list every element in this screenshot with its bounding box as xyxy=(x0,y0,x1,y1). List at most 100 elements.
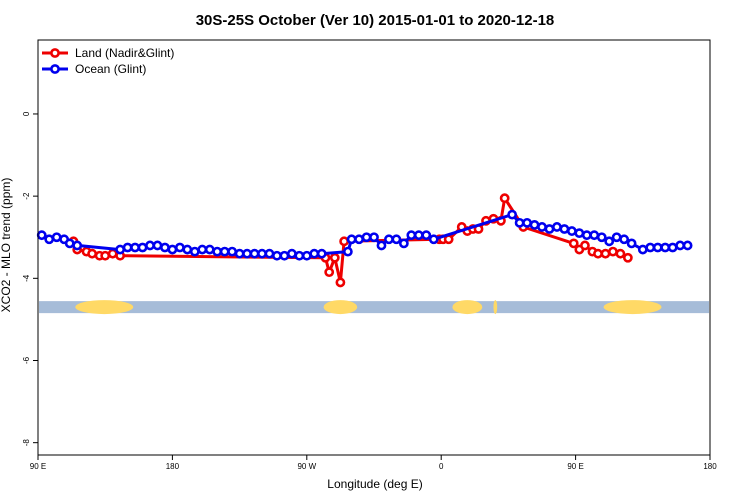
series-1-point xyxy=(189,246,200,257)
land-segment-1 xyxy=(323,300,358,315)
series-1-point xyxy=(574,228,585,239)
land-ocean-strip xyxy=(39,300,709,315)
land-segment-0 xyxy=(75,300,134,315)
series-1-point xyxy=(529,220,540,230)
x-tick-label: 180 xyxy=(703,462,717,471)
series-1-point xyxy=(115,244,126,255)
series-1-point xyxy=(234,248,245,259)
legend-swatch-point xyxy=(50,48,60,58)
chart-title: 30S-25S October (Ver 10) 2015-01-01 to 2… xyxy=(196,12,555,29)
series-1-point xyxy=(212,246,223,257)
series-1-point xyxy=(44,234,55,245)
x-axis-label: Longitude (deg E) xyxy=(327,477,422,491)
series-0-point xyxy=(615,248,626,259)
series-1-point xyxy=(145,240,155,251)
series-0-point xyxy=(499,193,510,204)
series-0-point xyxy=(593,248,603,259)
series-0-point xyxy=(107,248,118,259)
land-segment-2 xyxy=(452,300,483,315)
series-1-point xyxy=(264,248,275,259)
series-1-point xyxy=(682,240,693,251)
series-1-point xyxy=(522,217,532,228)
y-tick-label: -8 xyxy=(22,439,31,447)
series-1-point xyxy=(301,250,312,261)
series-1-point xyxy=(604,236,615,247)
series-1-point xyxy=(197,244,208,255)
series-1-point xyxy=(122,242,133,253)
series-1-point xyxy=(566,226,577,236)
series-1-point xyxy=(72,240,83,251)
series-1-point xyxy=(667,242,678,253)
series-0-point xyxy=(87,248,98,259)
axes: 90 E 180 90 W 0 90 E 180 0 -2 -4 -6 -8 xyxy=(22,39,717,471)
y-tick-label: -4 xyxy=(22,274,31,282)
series-1-point xyxy=(64,238,75,249)
series-0-point xyxy=(100,250,111,261)
y-tick-label: 0 xyxy=(22,111,31,116)
series-layer xyxy=(36,193,693,288)
series-1-point xyxy=(596,232,607,243)
series-1-point xyxy=(227,246,238,257)
series-1-point xyxy=(559,224,570,234)
series-1-point xyxy=(421,230,432,241)
series-1-point xyxy=(626,238,637,249)
series-1-point xyxy=(552,222,562,232)
series-1-point xyxy=(428,234,439,245)
series-1-point xyxy=(406,230,417,241)
series-1-point xyxy=(242,248,252,259)
series-1-point xyxy=(619,234,630,245)
series-0-point xyxy=(568,238,579,249)
series-1-point xyxy=(286,248,297,259)
series-0-point xyxy=(329,252,340,263)
series-1-point xyxy=(51,232,62,243)
series-1-point xyxy=(294,250,305,261)
series-1-point xyxy=(160,242,170,253)
series-1-point xyxy=(354,234,364,245)
series-1-point xyxy=(137,242,148,253)
series-1-point xyxy=(182,244,193,255)
land-segment-3 xyxy=(493,300,498,315)
x-tick-label: 90 W xyxy=(297,462,316,471)
series-1-point xyxy=(152,240,163,251)
legend: Land (Nadir&Glint) Ocean (Glint) xyxy=(42,46,174,76)
y-axis-label: XCO2 - MLO trend (ppm) xyxy=(0,178,13,313)
series-1-point xyxy=(611,232,622,243)
x-tick-label: 0 xyxy=(439,462,444,471)
x-tick-label: 90 E xyxy=(567,462,583,471)
series-1-point xyxy=(369,232,379,243)
series-1-point xyxy=(174,242,185,253)
series-1-point xyxy=(204,244,215,255)
series-1-point xyxy=(219,246,230,257)
legend-entry-1: Ocean (Glint) xyxy=(75,62,146,76)
series-0-point xyxy=(335,277,346,288)
plot-frame xyxy=(37,39,711,456)
series-0-point xyxy=(622,252,633,263)
series-1-point xyxy=(514,217,525,228)
series-0-point xyxy=(324,267,335,278)
series-1-point xyxy=(279,250,290,261)
x-tick-label: 90 E xyxy=(30,462,46,471)
series-1 xyxy=(36,209,693,261)
series-1-point xyxy=(346,234,357,245)
series-1-point xyxy=(257,248,267,259)
series-1-point xyxy=(130,242,140,253)
y-tick-label: -2 xyxy=(22,192,31,200)
series-1-point xyxy=(36,230,47,241)
x-tick-label: 180 xyxy=(166,462,180,471)
y-tick-label: -6 xyxy=(22,356,31,364)
series-0-point xyxy=(580,240,590,251)
series-1-point xyxy=(413,230,424,241)
series-1-point xyxy=(637,244,648,255)
series-0-point xyxy=(339,236,350,247)
series-1-point xyxy=(376,240,387,251)
series-0-point xyxy=(608,246,618,257)
series-1-point xyxy=(249,248,260,259)
series-1-point xyxy=(167,244,178,255)
land-segment-4 xyxy=(603,300,662,315)
series-1-point xyxy=(272,250,282,261)
series-1-point xyxy=(675,240,686,251)
series-1-point xyxy=(398,238,409,249)
series-1-point xyxy=(581,230,592,241)
series-1-point xyxy=(316,248,327,259)
